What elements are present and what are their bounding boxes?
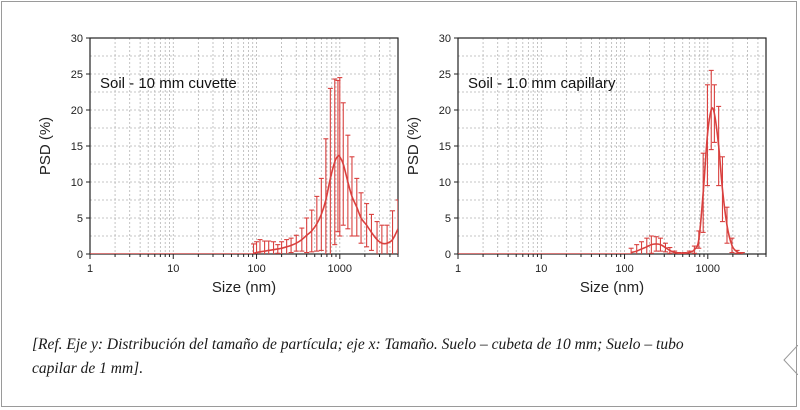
error-bar — [729, 237, 735, 254]
error-bar — [696, 230, 702, 249]
error-bar — [293, 234, 299, 252]
error-bar — [345, 134, 351, 230]
error-bar — [257, 239, 263, 254]
y-tick-label: 15 — [71, 141, 83, 153]
error-bar — [648, 235, 654, 254]
y-tick-label: 0 — [77, 249, 83, 261]
x-tick-label: 1000 — [696, 263, 720, 275]
error-bar — [354, 177, 360, 237]
error-bar — [251, 243, 257, 254]
y-tick-label: 30 — [439, 33, 451, 45]
error-bar — [672, 250, 678, 254]
chart-soil-10mm-cuvette: 0 5 10 15 20 25 30 1 10 100 1000 Size (nm) PSD (%) So… — [37, 33, 399, 296]
y-tick-label: 25 — [439, 69, 451, 81]
x-tick-label: 1000 — [328, 263, 352, 275]
chart-soil-1mm-capillary: 0 5 10 15 20 25 30 1 10 100 1000 Size (nm) PSD (%) So… — [405, 33, 767, 296]
error-bar — [657, 237, 663, 252]
error-bar — [309, 209, 315, 253]
x-tick-label: 10 — [167, 263, 179, 275]
y-axis-label: PSD (%) — [405, 117, 422, 175]
y-tick-label: 10 — [439, 177, 451, 189]
y-tick-label: 20 — [439, 105, 451, 117]
error-bar — [327, 87, 333, 254]
error-bar — [704, 84, 710, 187]
x-tick-label: 1 — [87, 263, 93, 275]
error-bar — [628, 247, 634, 254]
error-bar — [639, 241, 645, 254]
error-bar — [634, 244, 640, 254]
error-bar — [288, 237, 294, 254]
grid — [458, 38, 766, 254]
error-bar — [279, 241, 285, 254]
error-bar — [332, 78, 338, 246]
figure-caption: [Ref. Eje y: Distribución del tamaño de … — [32, 336, 684, 377]
error-bar — [340, 102, 346, 226]
y-axis-label: PSD (%) — [37, 117, 54, 175]
y-tick-label: 25 — [71, 69, 83, 81]
y-tick-label: 30 — [71, 33, 83, 45]
page-fold-mark — [783, 345, 798, 375]
error-bar — [379, 224, 385, 254]
x-tick-label: 10 — [535, 263, 547, 275]
y-tick-label: 20 — [71, 105, 83, 117]
error-bar — [323, 138, 329, 254]
error-bar — [662, 242, 668, 253]
x-tick-label: 100 — [247, 263, 265, 275]
y-tick-label: 15 — [439, 141, 451, 153]
error-bar — [349, 156, 355, 237]
error-bar — [681, 252, 687, 254]
x-tick-label: 100 — [615, 263, 633, 275]
error-bar — [374, 221, 380, 254]
error-bar — [318, 177, 324, 251]
chart-annotation: Soil - 10 mm cuvette — [100, 75, 237, 92]
error-bar — [395, 199, 398, 254]
series-0 — [90, 77, 398, 254]
error-bar — [676, 252, 682, 254]
grid — [90, 38, 398, 254]
error-bar — [653, 236, 659, 252]
error-bar — [739, 252, 745, 254]
error-bar — [266, 240, 272, 254]
error-bar — [734, 249, 740, 254]
error-bar — [691, 245, 697, 254]
series-line — [630, 107, 743, 254]
error-bar — [314, 195, 320, 252]
error-bar — [711, 84, 717, 143]
error-bar — [716, 105, 722, 187]
error-bar — [686, 250, 692, 254]
error-bar — [299, 227, 305, 252]
x-axis-label: Size (nm) — [212, 279, 276, 296]
error-bar — [275, 244, 281, 254]
error-bar — [364, 203, 370, 248]
y-tick-label: 0 — [445, 249, 451, 261]
error-bar — [271, 241, 277, 254]
y-tick-label: 5 — [77, 213, 83, 225]
error-bar — [708, 69, 714, 151]
error-bar — [304, 217, 310, 254]
chart-annotation: Soil - 1.0 mm capillary — [468, 75, 616, 92]
error-bar — [700, 152, 706, 233]
error-bar — [284, 239, 290, 254]
error-bar — [384, 224, 390, 254]
error-bar — [644, 237, 650, 254]
x-axis-label: Size (nm) — [580, 279, 644, 296]
x-tick-label: 1 — [455, 263, 461, 275]
error-bar — [368, 213, 374, 251]
error-bar — [724, 206, 730, 244]
error-bar — [719, 156, 725, 223]
error-bar — [358, 192, 364, 244]
error-bar — [254, 241, 260, 254]
error-bar — [667, 246, 673, 254]
y-tick-label: 10 — [71, 177, 83, 189]
error-bar — [337, 77, 343, 237]
series-0 — [458, 69, 745, 254]
y-tick-label: 5 — [445, 213, 451, 225]
error-bar — [390, 210, 396, 254]
